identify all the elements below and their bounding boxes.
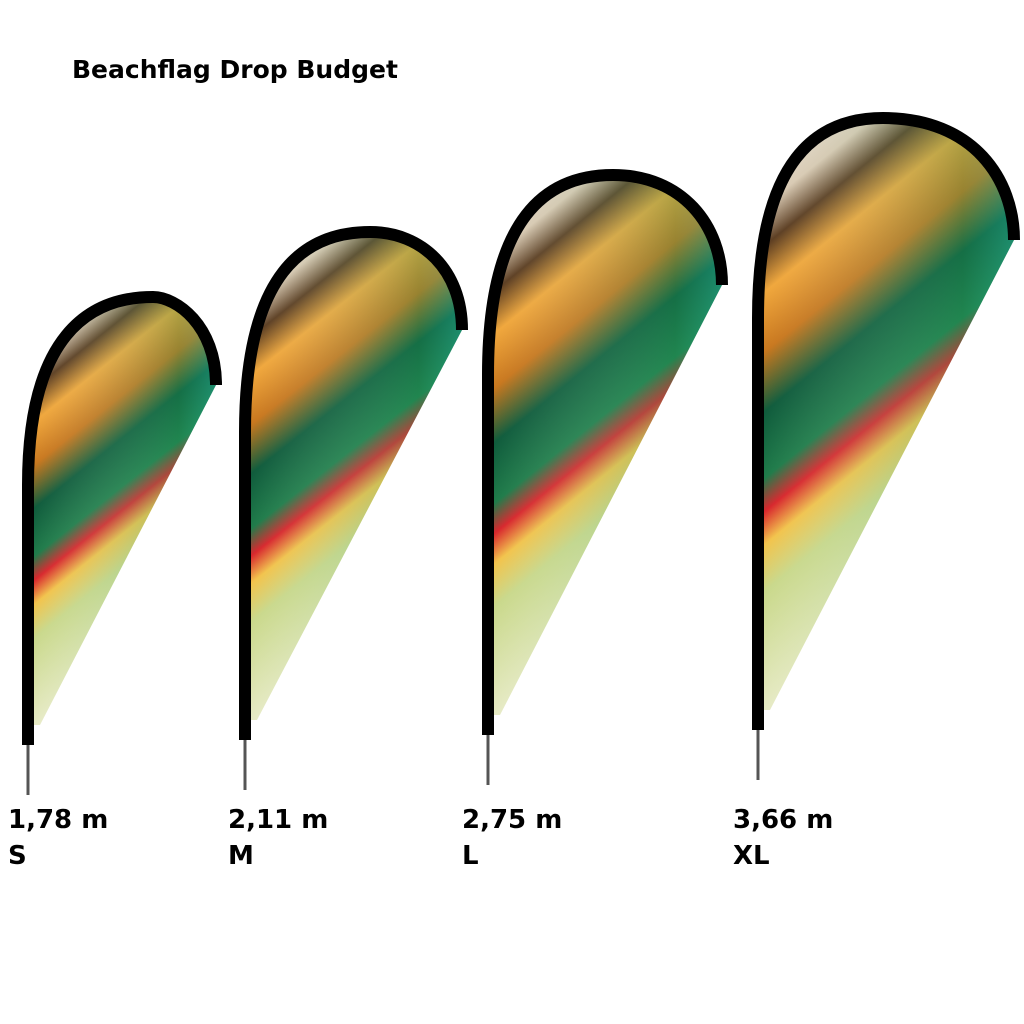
flag-height: 1,78 m xyxy=(8,805,108,835)
flag-pole xyxy=(22,290,222,745)
flag-size: M xyxy=(228,841,254,871)
flag-pole xyxy=(239,225,468,740)
flag-size: XL xyxy=(733,841,770,871)
flag-sheen xyxy=(758,118,1014,710)
flag-size: L xyxy=(462,841,479,871)
flag-height: 3,66 m xyxy=(733,805,833,835)
flag-pole xyxy=(752,111,1020,730)
flag-height: 2,75 m xyxy=(462,805,562,835)
flag-sheen xyxy=(28,297,216,725)
flag-size: S xyxy=(8,841,27,871)
flag-height: 2,11 m xyxy=(228,805,328,835)
title: Beachflag Drop Budget xyxy=(72,55,398,84)
flag-sheen xyxy=(245,232,462,720)
flag-sheen xyxy=(488,175,722,715)
flag-pole xyxy=(482,168,728,735)
